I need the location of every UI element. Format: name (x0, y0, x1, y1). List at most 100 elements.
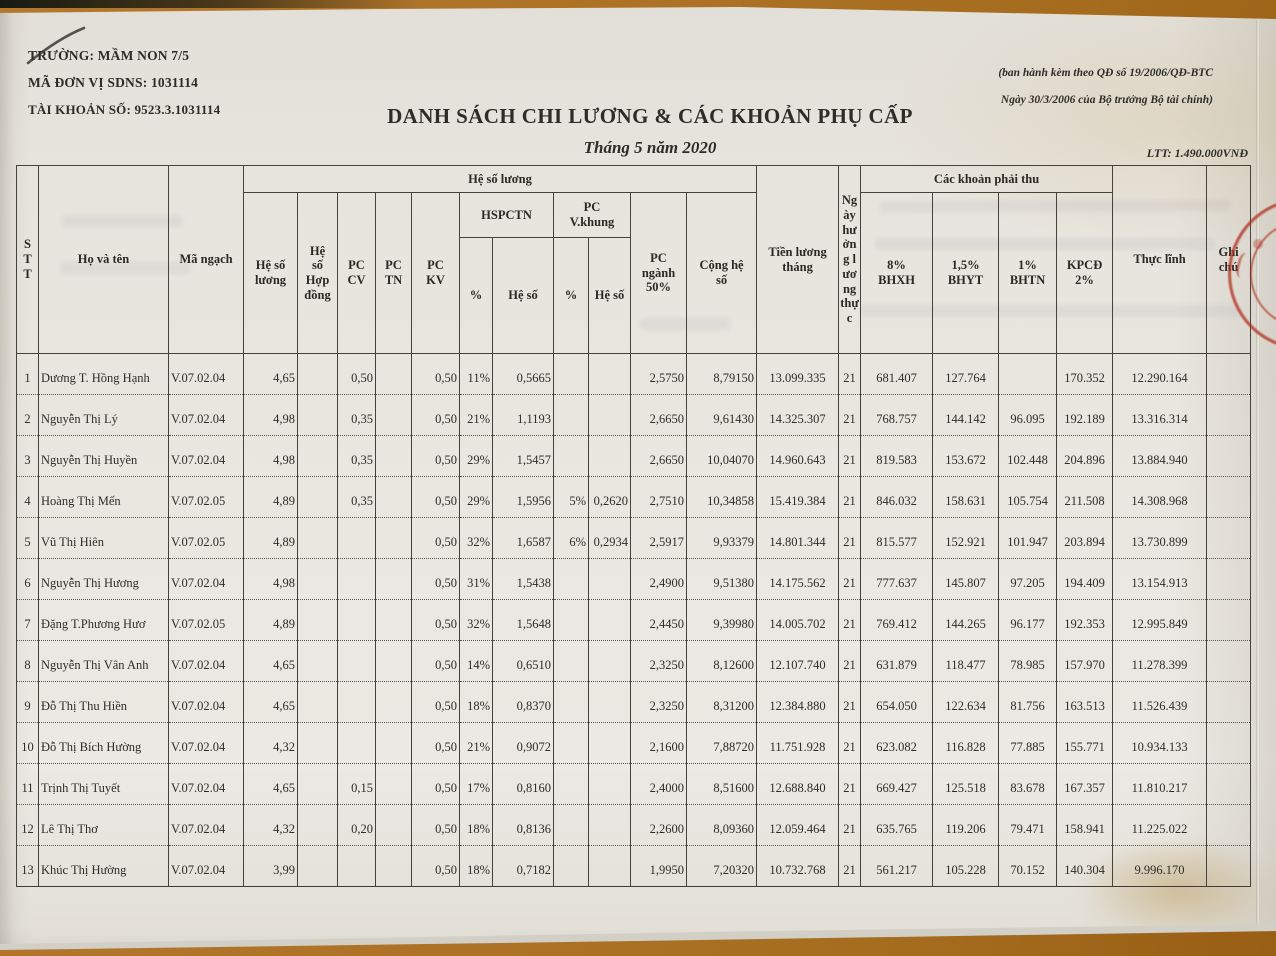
cell-pc-nganh: 2,5917 (630, 517, 687, 559)
cell-pc-tn (375, 517, 412, 559)
cell-tn-pct: 21% (459, 394, 493, 436)
cell-pc-nganh: 2,6650 (630, 394, 687, 436)
cell-kpcd: 155.771 (1056, 722, 1114, 764)
cell-tn-hs: 1,5438 (492, 558, 554, 600)
cell-hd (297, 353, 338, 395)
cell-hd (297, 640, 338, 682)
cell-hd (297, 845, 338, 887)
cell-name: Nguyễn Thị Lý (38, 394, 169, 436)
cell-bhyt: 116.828 (932, 722, 1000, 764)
cell-tn-pct: 21% (459, 722, 493, 764)
cell-hd (297, 517, 338, 559)
cell-tn-pct: 29% (459, 435, 493, 477)
cell-cong: 10,34858 (685, 476, 758, 518)
col-header-he-so-luong: Hệ số lương (243, 192, 298, 354)
payroll-table-body: 1 Dương T. Hồng Hạnh V.07.02.04 4,65 0,50 0,5… (16, 353, 1252, 887)
cell-bhtn: 81.756 (998, 681, 1058, 723)
cell-bhxh: 681.407 (860, 353, 934, 395)
cell-pc-kv: 0,50 (411, 517, 460, 559)
col-header-bhtn: 1% BHTN (998, 192, 1058, 354)
cell-pc-kv: 0,50 (411, 763, 460, 805)
cell-tien-luong: 12.384.880 (756, 681, 840, 723)
cell-hsl: 4,32 (243, 722, 298, 764)
cell-bhtn: 97.205 (998, 558, 1058, 600)
cell-pc-tn (375, 353, 412, 395)
cell-ma-ngach: V.07.02.04 (168, 763, 244, 805)
cell-bhxh: 635.765 (860, 804, 934, 846)
cell-tn-pct: 17% (459, 763, 493, 805)
cell-thuc-linh: 14.308.968 (1112, 476, 1208, 518)
cell-cong: 8,51600 (685, 763, 758, 805)
cell-name: Nguyễn Thị Vân Anh (38, 640, 169, 682)
cell-pc-nganh: 2,4000 (630, 763, 687, 805)
cell-ma-ngach: V.07.02.05 (168, 599, 244, 641)
col-header-ma-ngach: Mã ngạch (168, 165, 244, 354)
cell-kpcd: 140.304 (1056, 845, 1114, 887)
cell-pc-tn (375, 435, 412, 477)
cell-pc-cv (337, 640, 376, 682)
table-row: 10 Đỗ Thị Bích Hường V.07.02.04 4,32 0,50 21%… (16, 722, 1252, 764)
col-header-tien-luong-thang: Tiền lương tháng (756, 165, 840, 354)
cell-bhtn: 102.448 (998, 435, 1058, 477)
cell-ghi-chu (1206, 804, 1252, 846)
paper-fold-line (1256, 20, 1260, 925)
cell-vk-pct: 6% (553, 517, 589, 559)
cell-bhxh: 669.427 (860, 763, 934, 805)
cell-pc-cv (337, 722, 376, 764)
cell-pc-kv: 0,50 (411, 435, 460, 477)
cell-cong: 9,51380 (685, 558, 758, 600)
cell-hsl: 4,98 (243, 558, 298, 600)
cell-kpcd: 158.941 (1056, 804, 1114, 846)
cell-vk-pct (553, 845, 589, 887)
cell-bhtn: 83.678 (998, 763, 1058, 805)
cell-bhtn: 105.754 (998, 476, 1058, 518)
cell-ngay: 21 (838, 599, 862, 641)
table-row: 2 Nguyễn Thị Lý V.07.02.04 4,98 0,35 0,50 21% 1… (16, 394, 1252, 436)
payroll-table-header: S T T Họ và tên Mã ngạch Hệ số lương Tiề… (16, 165, 1252, 354)
cell-hd (297, 804, 338, 846)
cell-tn-hs: 1,5457 (492, 435, 554, 477)
cell-ma-ngach: V.07.02.04 (168, 845, 244, 887)
cell-thuc-linh: 12.995.849 (1112, 599, 1208, 641)
cell-pc-nganh: 2,3250 (630, 681, 687, 723)
cell-bhtn: 96.177 (998, 599, 1058, 641)
cell-pc-nganh: 2,5750 (630, 353, 687, 395)
col-header-kpcd: KPCĐ 2% (1056, 192, 1114, 354)
cell-hsl: 4,89 (243, 476, 298, 518)
cell-ngay: 21 (838, 476, 862, 518)
cell-stt: 3 (16, 435, 39, 477)
cell-hsl: 4,65 (243, 763, 298, 805)
cell-tien-luong: 14.175.562 (756, 558, 840, 600)
cell-hd (297, 476, 338, 518)
cell-thuc-linh: 11.810.217 (1112, 763, 1208, 805)
cell-kpcd: 163.513 (1056, 681, 1114, 723)
cell-vk-hs (588, 845, 631, 887)
cell-bhtn: 70.152 (998, 845, 1058, 887)
cell-bhyt: 119.206 (932, 804, 1000, 846)
decree-line-1: (ban hành kèm theo QĐ số 19/2006/QĐ-BTC (998, 67, 1213, 79)
cell-ngay: 21 (838, 558, 862, 600)
cell-bhyt: 144.142 (932, 394, 1000, 436)
cell-pc-cv: 0,35 (337, 394, 376, 436)
cell-tn-hs: 0,8160 (492, 763, 554, 805)
cell-pc-tn (375, 476, 412, 518)
cell-thuc-linh: 10.934.133 (1112, 722, 1208, 764)
cell-pc-cv: 0,15 (337, 763, 376, 805)
cell-tn-hs: 0,8136 (492, 804, 554, 846)
cell-bhxh: 623.082 (860, 722, 934, 764)
cell-thuc-linh: 13.730.899 (1112, 517, 1208, 559)
cell-pc-tn (375, 804, 412, 846)
cell-tn-pct: 18% (459, 804, 493, 846)
table-row: 1 Dương T. Hồng Hạnh V.07.02.04 4,65 0,50 0,5… (16, 353, 1252, 395)
unit-identification-block: TRƯỜNG: MẦM NON 7/5 MÃ ĐƠN VỊ SDNS: 1031… (28, 48, 220, 129)
cell-cong: 8,09360 (685, 804, 758, 846)
cell-thuc-linh: 13.884.940 (1112, 435, 1208, 477)
cell-bhtn: 77.885 (998, 722, 1058, 764)
table-edge-shadow (0, 0, 420, 8)
cell-hsl: 4,89 (243, 517, 298, 559)
cell-bhyt: 127.764 (932, 353, 1000, 395)
cell-cong: 8,79150 (685, 353, 758, 395)
cell-cong: 7,88720 (685, 722, 758, 764)
col-header-bhyt: 1,5% BHYT (932, 192, 1000, 354)
cell-pc-kv: 0,50 (411, 845, 460, 887)
